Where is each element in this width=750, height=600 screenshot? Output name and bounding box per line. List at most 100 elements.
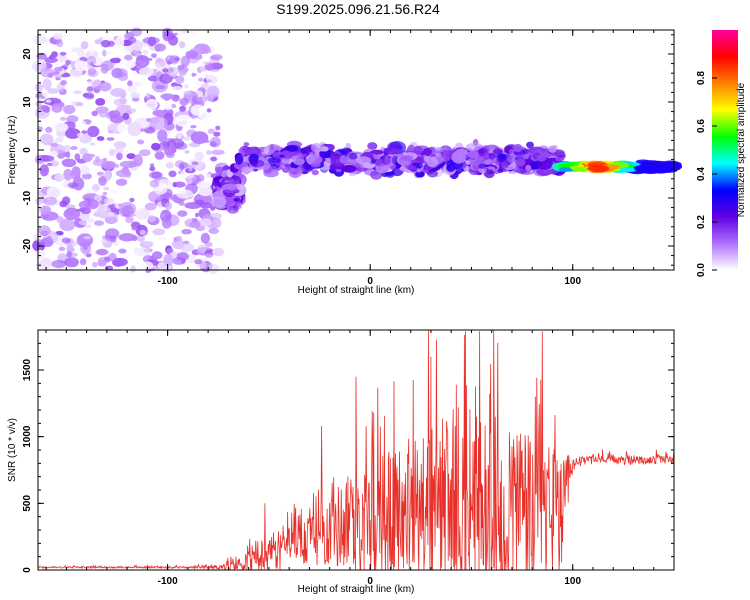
heatmap-cell — [199, 218, 212, 227]
heatmap-cell — [87, 125, 100, 138]
heatmap-cell — [126, 33, 132, 37]
heatmap-cell — [168, 170, 177, 178]
heatmap-cell — [151, 53, 157, 58]
heatmap-cell — [35, 249, 46, 259]
heatmap-cell — [108, 252, 117, 262]
heatmap-cell — [118, 233, 136, 242]
heatmap-cell — [107, 129, 114, 134]
heatmap-cell — [208, 228, 220, 235]
heatmap-cell — [186, 178, 193, 185]
heatmap-cell — [125, 216, 134, 224]
heatmap-cell — [172, 181, 177, 188]
heatmap-cell — [54, 122, 69, 133]
heatmap-cell — [154, 43, 166, 52]
heatmap-cell — [194, 152, 205, 161]
heatmap-cell — [339, 155, 348, 164]
heatmap-cell — [36, 52, 47, 60]
heatmap-cell — [149, 116, 168, 130]
colorbar-tick-label: 0.4 — [696, 167, 707, 181]
heatmap-cell — [224, 189, 231, 193]
heatmap-cell — [115, 178, 128, 186]
heatmap-cell — [529, 169, 534, 174]
heatmap-cell — [198, 187, 212, 197]
heatmap-cell — [126, 80, 133, 87]
heatmap-cell — [60, 116, 67, 121]
heatmap-cell — [39, 257, 52, 270]
heatmap-cell — [196, 174, 205, 182]
heatmap-cell — [176, 189, 193, 199]
heatmap-cell — [311, 169, 319, 176]
heatmap-cell — [159, 58, 166, 68]
heatmap-cell — [243, 163, 249, 167]
heatmap-cell — [109, 57, 122, 64]
heatmap-cell — [109, 188, 119, 194]
heatmap-cell — [209, 62, 224, 70]
heatmap-cell — [206, 150, 212, 156]
heatmap-cell — [78, 132, 93, 144]
heatmap-cell — [205, 173, 212, 179]
colorbar-tick-label: 0.6 — [696, 119, 707, 133]
heatmap-cell — [122, 45, 132, 55]
heatmap-cell — [478, 163, 487, 169]
heatmap-cell — [156, 196, 163, 201]
heatmap-cell — [310, 161, 321, 168]
spectrogram-x-label: Height of straight line (km) — [298, 285, 415, 296]
heatmap-cell — [151, 251, 163, 260]
heatmap-cell — [134, 247, 151, 257]
heatmap-cell — [191, 161, 199, 166]
heatmap-cell — [206, 95, 214, 102]
heatmap-cell — [106, 137, 115, 141]
heatmap-cell — [424, 147, 432, 157]
heatmap-cell — [117, 123, 128, 133]
heatmap-cell — [211, 149, 225, 155]
heatmap-cell — [138, 67, 154, 76]
heatmap-cell — [40, 67, 55, 78]
heatmap-cell — [190, 125, 197, 129]
heatmap-cell — [185, 50, 199, 59]
spectrogram-x-ticks: -100 0 100 — [45, 30, 675, 287]
heatmap-cell — [92, 261, 98, 268]
heatmap-cell — [111, 67, 123, 79]
heatmap-cell — [103, 206, 109, 212]
heatmap-cell — [184, 84, 189, 89]
heatmap-cell — [128, 36, 137, 44]
heatmap-cell — [649, 161, 670, 168]
y-tick-label: 20 — [22, 48, 33, 60]
heatmap-cell — [385, 170, 395, 178]
heatmap-cell — [98, 81, 112, 92]
heatmap-cell — [81, 173, 92, 180]
heatmap-cell — [92, 183, 100, 192]
snr-y-label: SNR (10 * v/v) — [7, 418, 18, 482]
heatmap-cell — [178, 41, 186, 49]
heatmap-cell — [100, 39, 111, 48]
heatmap-cell — [197, 180, 211, 189]
heatmap-cell — [587, 165, 610, 172]
heatmap-cell — [91, 110, 99, 117]
heatmap-cell — [348, 152, 358, 160]
heatmap-cell — [377, 167, 382, 171]
x-tick-label: 0 — [367, 276, 373, 287]
heatmap-cell — [515, 158, 526, 167]
heatmap-cell — [619, 167, 635, 173]
heatmap-cell — [206, 75, 218, 84]
heatmap-cell — [65, 151, 71, 158]
heatmap-cell — [263, 147, 270, 154]
heatmap-cell — [211, 196, 227, 208]
heatmap-cell — [140, 128, 145, 132]
heatmap-cell — [165, 162, 174, 169]
heatmap-cell — [204, 122, 210, 127]
heatmap-cell — [160, 213, 165, 217]
heatmap-cell — [187, 192, 192, 196]
x-tick-label: 0 — [367, 576, 373, 587]
heatmap-cell — [160, 93, 175, 100]
heatmap-cell — [522, 154, 527, 160]
heatmap-cell — [122, 112, 130, 120]
heatmap-cell — [180, 36, 190, 42]
heatmap-cell — [555, 157, 565, 162]
heatmap-cell — [35, 100, 42, 108]
heatmap-cell — [87, 199, 99, 210]
heatmap-cell — [211, 156, 218, 162]
heatmap-cell — [116, 152, 123, 161]
heatmap-cell — [147, 215, 156, 223]
heatmap-cell — [87, 67, 97, 76]
